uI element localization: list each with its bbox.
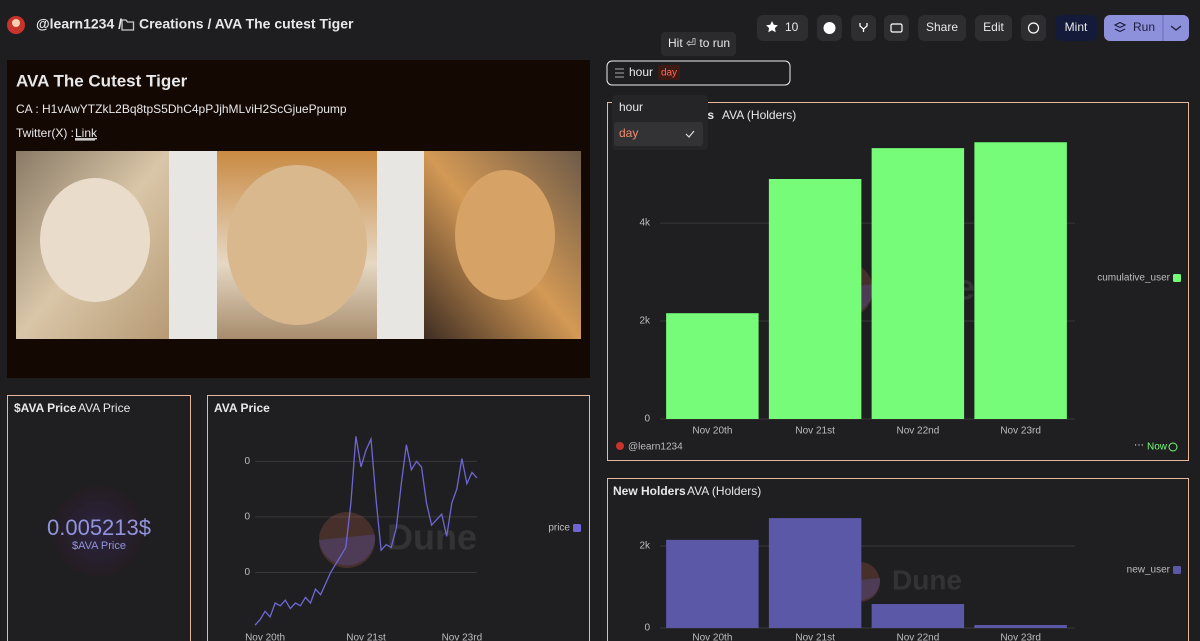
bar	[666, 539, 759, 628]
legend-label: cumulative_user	[1097, 273, 1170, 284]
price-line	[254, 436, 478, 626]
legend-label: new_user	[1127, 565, 1171, 576]
x-tick-label: Nov 23rd	[1000, 426, 1041, 437]
star-icon	[766, 21, 778, 33]
counter-title: $AVA Price	[14, 401, 77, 415]
parameter-input[interactable]	[606, 60, 791, 86]
counter-subtitle: AVA Price	[78, 401, 131, 415]
bar	[768, 178, 862, 419]
footer-status: Now	[1147, 442, 1168, 453]
contract-address: CA : H1vAwYTZkL2Bq8tpS5DhC4pPJjhMLviH2Sc…	[16, 102, 347, 116]
chart-title: New Holders	[613, 484, 686, 498]
status-icon	[1168, 442, 1178, 452]
tiger-head	[227, 165, 367, 325]
clock-icon	[1027, 22, 1040, 34]
bar	[871, 604, 965, 628]
x-tick-label: Nov 21st	[795, 426, 835, 437]
dropdown-option[interactable]: hour	[619, 100, 643, 114]
fork-button[interactable]	[851, 15, 876, 41]
counter-glow	[53, 486, 143, 576]
legend-swatch	[573, 524, 581, 532]
x-tick-label: Nov 21st	[795, 633, 835, 641]
x-tick-label: Nov 20th	[692, 633, 732, 641]
tiger-head	[40, 178, 150, 302]
legend-swatch	[1173, 274, 1181, 282]
star-count: 10	[785, 20, 799, 34]
chart-panel	[207, 395, 590, 641]
x-tick-label: Nov 21st	[346, 633, 386, 641]
counter-value: 0.005213$	[47, 515, 151, 540]
x-tick-label: Nov 20th	[245, 633, 285, 641]
x-tick-label: Nov 22nd	[896, 633, 939, 641]
tiger-head	[455, 170, 555, 300]
x-tick-label: Nov 20th	[692, 426, 732, 437]
more-menu[interactable]: ···	[1134, 440, 1144, 451]
dropdown-selected[interactable]	[614, 122, 703, 146]
run-menu-icon[interactable]	[1170, 25, 1182, 31]
watermark: Dune	[387, 517, 477, 558]
tooltip	[661, 32, 736, 56]
list-icon	[615, 68, 624, 78]
x-tick-label: Nov 23rd	[1000, 633, 1041, 641]
share-button[interactable]	[918, 15, 966, 41]
legend-label: price	[548, 523, 570, 534]
overlays: Hit ⏎ to run hour day hour day	[606, 32, 791, 150]
footer-author[interactable]: @learn1234	[628, 442, 683, 453]
github-icon	[823, 22, 836, 34]
x-tick-label: Nov 23rd	[442, 633, 483, 641]
fork-icon	[859, 23, 868, 32]
star-button[interactable]	[757, 15, 808, 41]
owner[interactable]: @learn1234 /	[36, 16, 122, 32]
breadcrumb[interactable]: Creations / AVA The cutest Tiger	[139, 16, 354, 32]
legend-swatch	[1173, 566, 1181, 574]
bar	[974, 625, 1067, 628]
bar	[768, 518, 862, 628]
check-icon	[685, 130, 695, 138]
bar	[974, 142, 1067, 419]
folder-icon	[121, 19, 135, 31]
run-icon	[1113, 21, 1127, 33]
parameter-tag	[658, 65, 680, 80]
avatar-face	[12, 19, 20, 27]
widget-title: AVA The Cutest Tiger	[16, 71, 188, 90]
y-tick-label: 2k	[639, 541, 651, 552]
history-button[interactable]	[1021, 15, 1046, 41]
y-tick-label: 0	[644, 414, 650, 425]
run-label: Run	[1133, 20, 1155, 34]
y-tick-label: 0	[644, 623, 650, 634]
y-tick-label: 0	[244, 567, 250, 578]
counter-caption: $AVA Price	[72, 540, 126, 552]
bar	[871, 148, 965, 420]
footer-avatar	[616, 442, 624, 450]
y-tick-label: 0	[244, 512, 250, 523]
twitter-link[interactable]: Link	[75, 126, 98, 140]
parameter-tag-text: day	[661, 68, 677, 79]
edit-label: Edit	[983, 20, 1004, 34]
twitter-label: Twitter(X) :	[16, 126, 77, 140]
mint-label: Mint	[1065, 20, 1088, 34]
chart-subtitle: AVA (Holders)	[722, 108, 796, 122]
parameter-value: hour	[629, 65, 653, 79]
y-tick-label: 0	[244, 456, 250, 467]
chart-title: AVA Price	[214, 401, 270, 415]
watermark: Dune	[892, 564, 962, 595]
share-label: Share	[926, 20, 958, 34]
run-button[interactable]	[1104, 15, 1189, 41]
camera-icon	[890, 23, 903, 33]
y-tick-label: 4k	[639, 218, 651, 229]
dropdown-option[interactable]: day	[619, 126, 638, 140]
tiger-image	[16, 151, 581, 339]
edit-button[interactable]	[975, 15, 1012, 41]
mint-button[interactable]	[1055, 15, 1097, 41]
chart-subtitle: AVA (Holders)	[687, 484, 761, 498]
tooltip-text: Hit ⏎ to run	[668, 36, 730, 50]
watermark-logo	[319, 534, 376, 566]
x-tick-label: Nov 22nd	[896, 426, 939, 437]
screenshot-button[interactable]	[884, 15, 909, 41]
y-tick-label: 2k	[639, 316, 651, 327]
bar	[666, 313, 759, 419]
